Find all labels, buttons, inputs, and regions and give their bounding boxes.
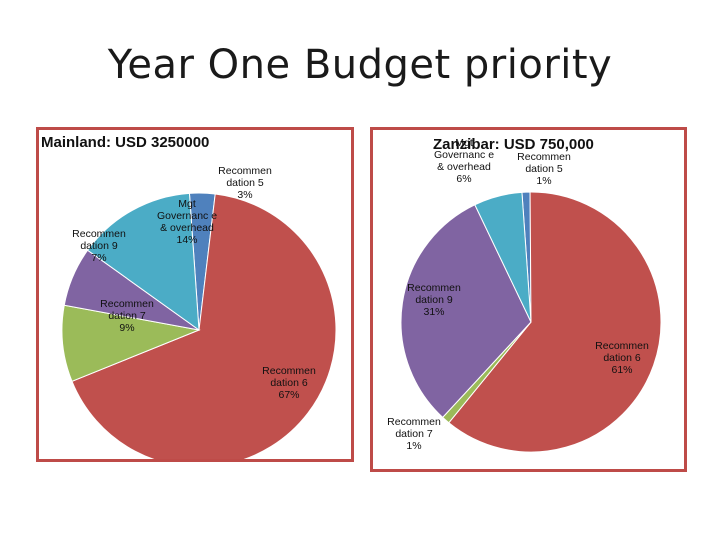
pie-data-label: Recommen dation 6 61% bbox=[591, 340, 653, 376]
pie-data-label: Recommen dation 6 67% bbox=[257, 365, 321, 401]
pie-data-label: Mgt Governanc e & overhead 14% bbox=[155, 198, 219, 246]
pie-data-label: Mgt Governanc e & overhead 6% bbox=[433, 137, 495, 185]
slice-name: Mgt Governanc e & overhead bbox=[433, 137, 495, 173]
pie-slice-mgt-governanc-e-overhead bbox=[474, 191, 532, 323]
pie-data-label: Recommen dation 7 9% bbox=[95, 298, 159, 334]
slice-name: Recommen dation 7 bbox=[100, 298, 154, 322]
pie-data-label: Recommen dation 5 3% bbox=[213, 165, 277, 201]
slice-name: Recommen dation 9 bbox=[72, 228, 126, 252]
slice-percent: 31% bbox=[423, 306, 445, 318]
slice-name: Recommen dation 6 bbox=[262, 365, 316, 389]
slice-percent: 1% bbox=[536, 175, 552, 187]
slice-percent: 3% bbox=[237, 189, 253, 201]
pie-data-label: Recommen dation 5 1% bbox=[513, 151, 575, 187]
pie-data-label: Recommen dation 9 7% bbox=[67, 228, 131, 264]
slide-title: Year One Budget priority bbox=[107, 42, 613, 88]
slice-name: Recommen dation 5 bbox=[218, 165, 272, 189]
slice-name: Recommen dation 7 bbox=[387, 416, 441, 440]
slice-percent: 7% bbox=[91, 252, 107, 264]
slice-percent: 6% bbox=[456, 173, 472, 185]
slice-percent: 14% bbox=[176, 234, 198, 246]
slice-name: Recommen dation 5 bbox=[517, 151, 571, 175]
pie-slice-recommen-dation-9 bbox=[400, 204, 532, 419]
slice-name: Recommen dation 9 bbox=[407, 282, 461, 306]
pie-data-label: Recommen dation 9 31% bbox=[403, 282, 465, 318]
slice-percent: 67% bbox=[278, 389, 300, 401]
zanzibar-chart-title: Zanzibar: USD 750,000 bbox=[433, 136, 594, 153]
slice-name: Mgt Governanc e & overhead bbox=[156, 198, 218, 234]
pie-data-label: Recommen dation 7 1% bbox=[383, 416, 445, 452]
slice-percent: 9% bbox=[119, 322, 135, 334]
slice-percent: 1% bbox=[406, 440, 422, 452]
mainland-pie-chart bbox=[61, 192, 337, 459]
zanzibar-pie-chart bbox=[400, 191, 662, 453]
slice-percent: 61% bbox=[611, 364, 633, 376]
pie-slice-mgt-governanc-e-overhead bbox=[86, 192, 200, 332]
pie-slice-recommen-dation-6 bbox=[448, 191, 662, 453]
slice-name: Recommen dation 6 bbox=[595, 340, 649, 364]
mainland-chart-title: Mainland: USD 3250000 bbox=[41, 134, 210, 151]
pie-slice-recommen-dation-6 bbox=[71, 193, 337, 459]
